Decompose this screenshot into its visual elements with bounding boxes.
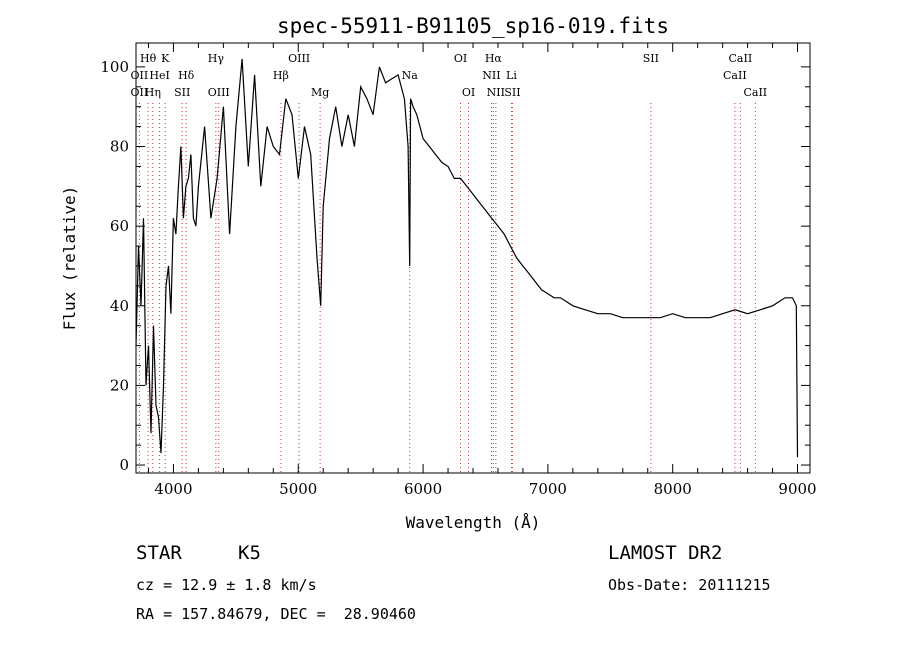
line-label: Hα [485,52,503,65]
spectrum-line [135,58,799,458]
line-label: Mg [311,86,329,99]
line-label: CaII [743,86,767,99]
line-label: NII [487,86,505,99]
obs-date: Obs-Date: 20111215 [608,576,771,594]
line-label: SII [504,86,520,99]
object-subclass: K5 [238,542,261,564]
y-tick-label: 80 [110,138,129,156]
line-label: HeI [149,69,169,82]
line-label: SII [643,52,659,65]
y-tick-label: 100 [100,58,129,76]
line-label: Na [402,69,419,82]
x-tick-label: 8000 [654,480,692,498]
line-label: K [161,52,170,65]
line-label: OI [462,86,475,99]
x-tick-label: 7000 [529,480,567,498]
line-label: CaII [723,69,747,82]
line-label: SII [174,86,190,99]
x-axis-ticks: 4000 5000 6000 7000 8000 9000 [147,43,817,498]
line-label: Hδ [178,69,195,82]
y-tick-label: 20 [110,376,129,394]
line-label: Hγ [208,52,225,65]
x-tick-label: 4000 [154,480,192,498]
y-tick-label: 60 [110,217,129,235]
chart-title: spec-55911-B91105_sp16-019.fits [277,14,669,38]
x-tick-label: 6000 [404,480,442,498]
survey-name: LAMOST DR2 [608,542,723,564]
line-label: OIII [208,86,230,99]
line-label: Hβ [273,69,289,82]
line-label: OII [131,69,149,82]
line-label: OIII [288,52,310,65]
x-axis-label: Wavelength (Å) [406,513,541,532]
line-label: Li [506,69,517,82]
emission-line-labels: Hθ OII OII K HeI Hη Hδ SII Hγ OIII Hβ OIII Mg Na OI OI H… [131,52,768,99]
y-axis-label: Flux (relative) [60,186,79,331]
y-tick-label: 40 [110,297,129,315]
x-tick-label: 5000 [279,480,317,498]
line-label: Hη [145,86,161,99]
object-class: STAR [136,542,182,564]
x-tick-label: 9000 [778,480,816,498]
line-label: OII [131,86,149,99]
line-label: NII [482,69,500,82]
redshift-readout: cz = 12.9 ± 1.8 km/s [136,576,317,594]
emission-line-markers [138,103,756,473]
y-axis-ticks: 0 20 40 60 80 100 [100,58,810,474]
y-tick-label: 0 [119,456,129,474]
coordinates: RA = 157.84679, DEC = 28.90460 [136,605,416,623]
line-label: CaII [729,52,753,65]
line-label: Hθ [140,52,157,65]
line-label: OI [454,52,467,65]
